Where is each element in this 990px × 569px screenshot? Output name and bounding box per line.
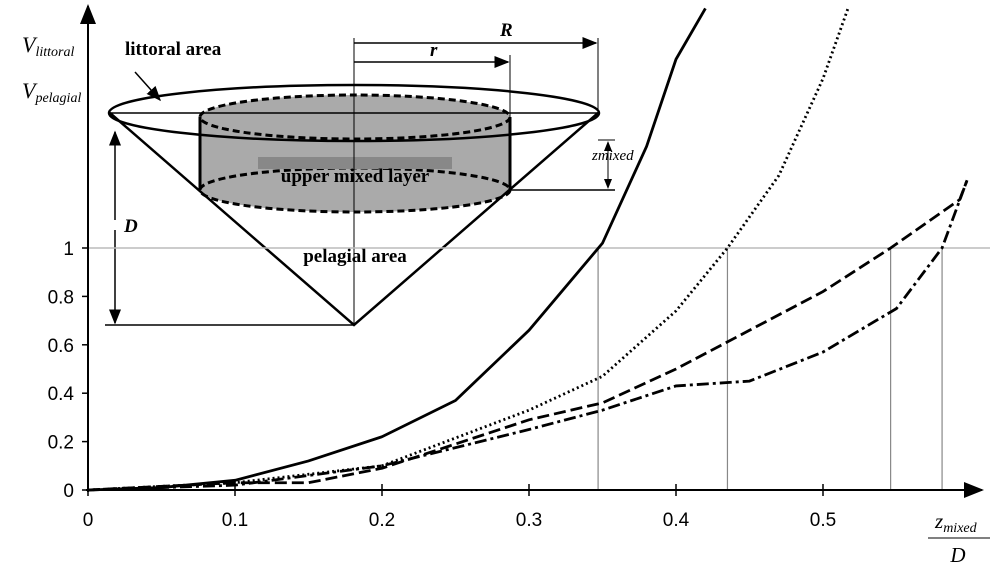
inset-labels: littoral area R r zmixed upper mixed lay… — [123, 20, 634, 267]
inset-diagram — [105, 37, 615, 327]
x-label-denominator: D — [949, 543, 965, 567]
annotation: R — [499, 20, 513, 41]
y-label-main: V — [22, 78, 38, 103]
x-tick-label: 0 — [83, 510, 94, 531]
series-line — [87, 7, 850, 492]
y-label-main: V — [22, 32, 38, 57]
y-tick-label: 0.2 — [48, 433, 74, 454]
x-label: zmixed D — [928, 509, 990, 567]
x-tick-label: 0.5 — [810, 510, 836, 531]
x-tick-label: 0.4 — [663, 510, 690, 531]
y-tick-label: 0.4 — [48, 384, 75, 405]
series-line — [87, 179, 969, 492]
y-label-top: Vlittoral — [22, 32, 74, 60]
x-label-top: zmixed — [934, 509, 978, 536]
annotation: upper mixed layer — [281, 166, 430, 187]
y-label-sub: pelagial — [34, 91, 81, 106]
y-tick-label: 0.6 — [48, 336, 74, 357]
x-tick-label: 0.2 — [369, 510, 395, 531]
series-line — [87, 179, 969, 492]
y-tick-label: 0 — [63, 481, 74, 502]
annotation: pelagial area — [303, 246, 407, 267]
y-label-bottom: Vpelagial — [22, 78, 81, 106]
annotation: r — [430, 40, 438, 61]
y-tick-label: 0.8 — [48, 287, 74, 308]
annotation: littoral area — [125, 39, 222, 60]
y-label: Vlittoral Vpelagial — [22, 32, 81, 106]
x-tick-label: 0.3 — [516, 510, 542, 531]
y-label-sub: littoral — [35, 45, 74, 60]
annotation: D — [123, 216, 138, 237]
y-tick-label: 1 — [63, 239, 74, 260]
annotation: zmixed — [591, 148, 634, 164]
x-label-sub: mixed — [943, 521, 977, 536]
x-tick-label: 0.1 — [222, 510, 248, 531]
x-label-main: z — [934, 509, 943, 533]
